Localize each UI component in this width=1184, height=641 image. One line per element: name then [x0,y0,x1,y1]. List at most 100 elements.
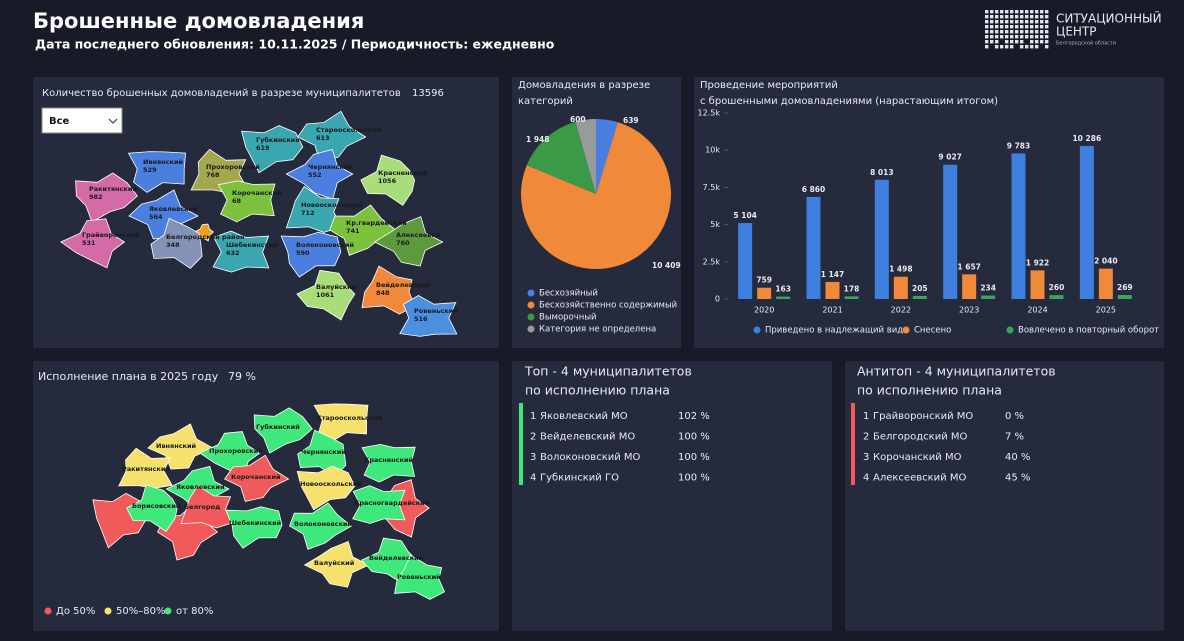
x-tick-label: 2020 [754,306,774,315]
legend-label: от 80% [176,606,213,617]
legend-label: Приведено в надлежащий вид [765,326,903,336]
logo-dot [1000,25,1004,29]
logo-dot [1025,35,1029,39]
dropdown-value[interactable]: Все [49,116,70,127]
region-label: Корочанский [231,473,281,481]
region [313,403,369,443]
map: Старооскольский Губкинский Ивнянский Прохор… [92,403,446,600]
region [352,485,406,524]
logo-dot [1035,20,1039,24]
data-label: 1 948 [526,135,550,144]
region [75,172,138,223]
logo-dot [1005,35,1009,39]
panel-title: Домовладения в разрезе [518,80,650,91]
region-value: 619 [256,144,270,152]
table-cell: 1 [530,411,536,422]
logo-dot [1030,10,1034,14]
data-label: 5 104 [733,211,757,220]
table-cell: 2 [530,432,536,443]
region-label: Красногвардейский [354,499,430,507]
panel-title: по исполнению плана [525,383,670,398]
logo-dot [990,15,994,19]
logo-dot [1020,15,1024,19]
region-value: 982 [89,193,103,201]
chevron [108,118,118,124]
region [289,502,353,550]
region [399,295,458,337]
table-cell: 7 % [1005,432,1024,443]
table-cell: Корочанский МО [873,452,962,463]
bar [1079,145,1094,299]
logo-dot [1045,20,1049,24]
region-value: 768 [206,171,220,179]
data-label: 205 [912,284,928,293]
table-cell: 0 % [1005,411,1024,422]
region-label: Волоконовский [296,241,354,249]
logo-dot [1045,45,1049,49]
logo-dot [1010,10,1014,14]
dropdown[interactable]: Все [41,107,123,134]
panel-title: Исполнение плана в 2025 году [38,370,219,383]
total: 79 % [228,370,256,383]
logo-dot [1040,15,1044,19]
logo-dot [1045,35,1049,39]
logo-dot [1030,25,1034,29]
region [253,407,313,454]
logo-text: Белгородской области [1056,40,1116,47]
logo-dot [1030,40,1034,44]
table-cell: Яковлевский МО [540,411,628,422]
panel-title: Количество брошенных домовладений в разр… [42,88,401,99]
logo-dot [1020,20,1024,24]
region [224,454,290,502]
legend-marker [902,326,910,334]
region-label: Белгородский район [166,233,245,241]
table-cell: 4 [863,473,869,484]
logo-dot [1020,30,1024,34]
logo-dot [985,30,989,34]
region-label: Валуйский [316,283,357,291]
logo-dot [1000,45,1004,49]
legend-marker [164,607,172,615]
region-label: Волоконовский [294,520,352,528]
logo-dot [995,20,999,24]
logo-dot [1030,45,1034,49]
region [147,423,214,470]
y-tick-label: 12.5k [698,109,721,118]
dropdown-box[interactable] [41,107,123,134]
region [241,125,304,174]
region-label: Ракитянский [122,465,170,473]
table-cell: 3 [863,452,869,463]
region-label: Борисовский [132,502,181,510]
table-cell: Белгородский МО [873,432,967,443]
region-label: Алексеевка [396,231,440,239]
logo-dot [985,35,989,39]
region-value: 68 [232,197,242,205]
panel [845,361,1164,631]
logo-dot [990,10,994,14]
data-label: 1 922 [1026,258,1050,267]
x-tick-label: 2025 [1096,306,1116,315]
logo-dot [1035,45,1039,49]
table-cell: 4 [530,473,536,484]
logo-dot [1015,25,1019,29]
region-value: 529 [143,166,157,174]
logo-dot [1005,40,1009,44]
y-tick-label: 2.5k [703,257,721,266]
logo-dot [1045,10,1049,14]
region-label: Яковлевский [149,205,198,213]
table-cell: 100 % [678,473,710,484]
region [285,185,343,233]
region-value: 531 [82,239,96,247]
logo-dot [1010,45,1014,49]
logo-dot [1040,10,1044,14]
data-label: 2 040 [1094,257,1118,266]
region [127,151,187,193]
logo-dot [1035,30,1039,34]
data-label: 759 [756,276,772,285]
y-tick-label: 7.5k [703,183,721,192]
logo-dot [985,40,989,44]
logo-dot [985,10,989,14]
logo-dot [1030,15,1034,19]
logo-dot [1005,25,1009,29]
